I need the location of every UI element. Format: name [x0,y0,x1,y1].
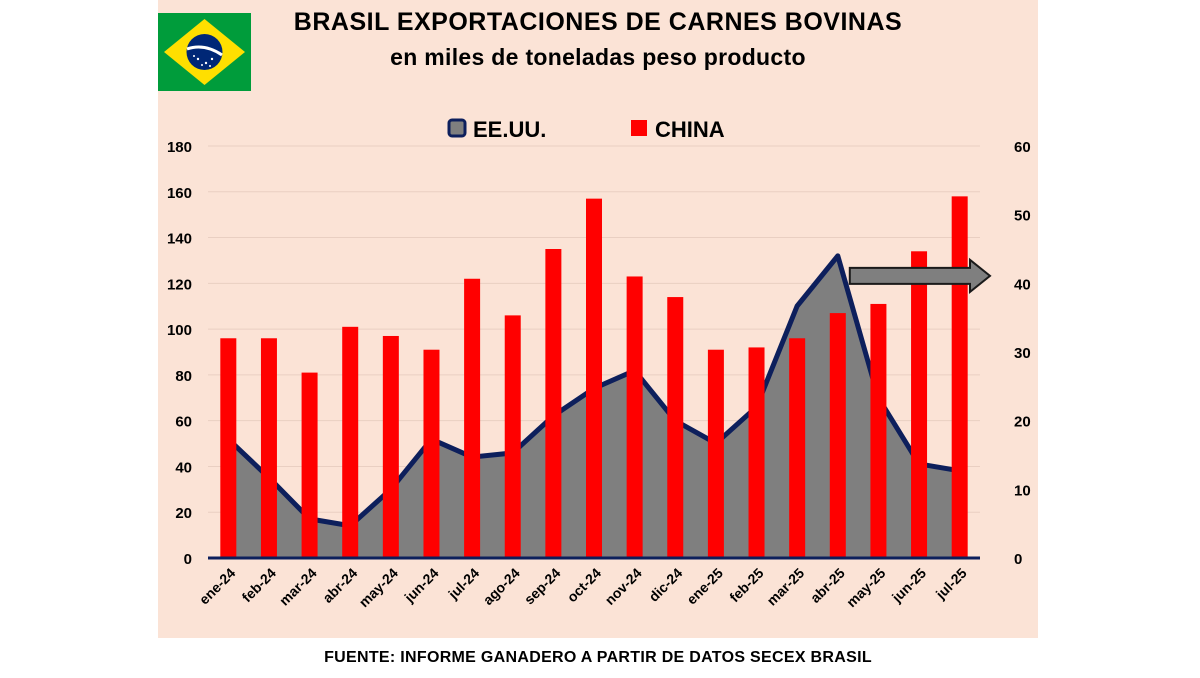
category-label: jul-25 [932,565,970,603]
category-label: may-24 [356,565,402,611]
china-bar [342,327,358,558]
china-bar [545,249,561,558]
china-bar [870,304,886,558]
category-label: ago-24 [480,565,523,608]
china-bar [383,336,399,558]
category-label: ene-24 [196,565,239,608]
china-bar [586,199,602,558]
left-axis-tick-label: 80 [175,368,192,385]
category-label: jun-24 [400,565,441,606]
legend-label-usa: EE.UU. [473,117,546,142]
left-axis-tick-label: 60 [175,414,192,431]
right-axis-tick-label: 30 [1014,345,1031,362]
china-bar [830,313,846,558]
china-bar [749,347,765,558]
legend-label-china: CHINA [655,117,725,142]
left-axis-tick-label: 20 [175,505,192,522]
category-label: abr-24 [319,565,360,606]
china-bar [505,315,521,558]
right-axis-tick-label: 10 [1014,482,1031,499]
right-axis-tick-label: 50 [1014,208,1031,225]
china-bar [952,196,968,558]
chart-panel: BRASIL EXPORTACIONES DE CARNES BOVINAS e… [158,0,1038,675]
category-label: feb-25 [726,565,767,606]
category-label: feb-24 [239,565,280,606]
chart-svg: 0 20 40 60 80 100 120 140 160 180 0 10 20 30 40 50 60 ene… [158,0,1038,640]
left-axis-tick-label: 120 [167,276,192,293]
left-axis-tick-label: 40 [175,459,192,476]
category-label: dic-24 [645,565,685,605]
category-label: nov-24 [602,565,645,608]
legend-swatch-usa [449,120,465,136]
left-axis-tick-label: 180 [167,139,192,156]
category-label: jul-24 [444,565,482,603]
category-label: ene-25 [683,565,726,608]
china-bar [789,338,805,558]
right-axis-tick-label: 20 [1014,414,1031,431]
category-label: mar-25 [763,565,807,609]
category-label: mar-24 [276,565,320,609]
left-axis-tick-label: 0 [184,551,192,568]
legend-swatch-china [631,120,647,136]
china-bar [423,350,439,558]
china-bar [464,279,480,558]
china-bar [220,338,236,558]
left-axis-tick-label: 100 [167,322,192,339]
china-bar [708,350,724,558]
china-bar [302,373,318,558]
china-bar [911,251,927,558]
right-axis-tick-label: 60 [1014,139,1031,156]
right-axis-tick-label: 40 [1014,276,1031,293]
china-bar [261,338,277,558]
category-label: jun-25 [888,565,929,606]
china-bar [627,276,643,558]
right-axis-tick-label: 0 [1014,551,1022,568]
china-bar [667,297,683,558]
source-footer: FUENTE: INFORME GANADERO A PARTIR DE DAT… [158,638,1038,675]
left-axis-tick-label: 140 [167,231,192,248]
category-label: sep-24 [521,565,564,608]
left-axis-tick-label: 160 [167,185,192,202]
category-label: may-25 [843,565,889,611]
category-label: abr-25 [807,565,848,606]
category-label: oct-24 [564,565,605,606]
